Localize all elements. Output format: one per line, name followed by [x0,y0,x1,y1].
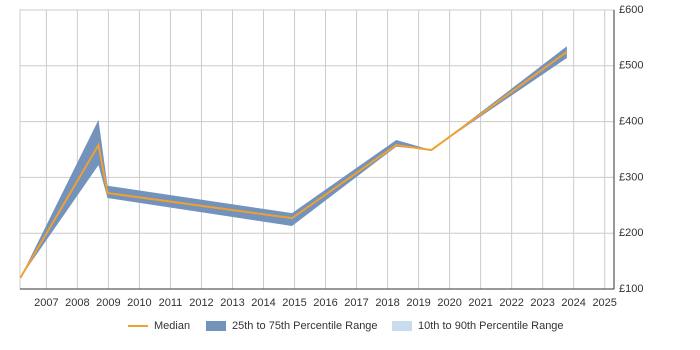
x-tick-label: 2011 [159,297,183,309]
x-tick-label: 2020 [437,297,461,309]
x-tick-label: 2024 [561,297,585,309]
x-tick-label: 2018 [375,297,399,309]
y-tick-label: £200 [619,227,643,239]
plot-area [19,9,615,290]
x-tick-label: 2015 [282,297,306,309]
x-tick-label: 2019 [406,297,430,309]
y-tick-label: £300 [619,171,643,183]
y-tick-label: £500 [619,60,643,72]
legend-label: 25th to 75th Percentile Range [232,320,378,332]
x-tick-label: 2017 [344,297,368,309]
x-tick-label: 2021 [468,297,492,309]
median-line [19,51,568,279]
y-tick-label: £600 [619,4,643,16]
legend-swatch [392,321,412,331]
legend-label: 10th to 90th Percentile Range [418,320,564,332]
x-tick-label: 2007 [34,297,58,309]
legend-label: Median [154,320,190,332]
x-tick-label: 2010 [127,297,151,309]
x-tick-label: 2009 [96,297,120,309]
x-tick-label: 2022 [499,297,523,309]
x-tick-label: 2012 [189,297,213,309]
y-tick-label: £400 [619,116,643,128]
x-tick-label: 2014 [251,297,275,309]
x-tick-label: 2023 [530,297,554,309]
x-tick-label: 2016 [313,297,337,309]
x-tick-label: 2013 [220,297,244,309]
y-tick-label: £100 [619,283,643,295]
x-tick-label: 2008 [65,297,89,309]
legend-swatch [206,321,226,331]
x-tick-label: 2025 [592,297,616,309]
